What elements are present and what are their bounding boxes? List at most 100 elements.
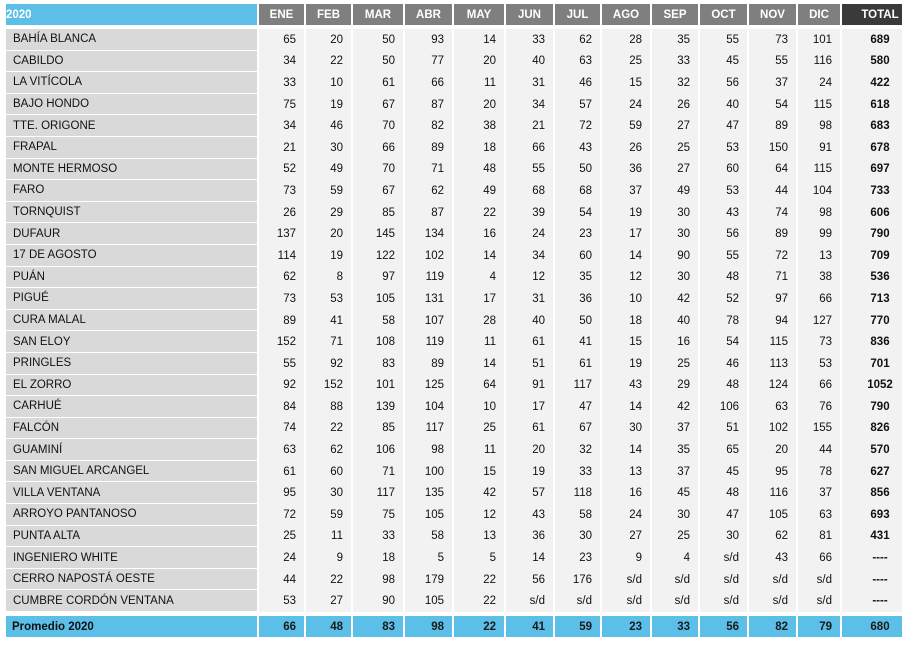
monthly-value: 20: [749, 439, 796, 461]
table-row: SAN MIGUEL ARCANGEL 61 60 71 100 15 19 33 13 37 45…: [6, 460, 902, 483]
monthly-value: 55: [700, 29, 747, 51]
monthly-value: 34: [506, 244, 553, 267]
station-name: EL ZORRO: [6, 374, 257, 397]
monthly-value: 104: [405, 396, 452, 418]
monthly-value: 87: [405, 93, 452, 116]
monthly-value: 17: [454, 288, 504, 310]
monthly-value: 105: [405, 504, 452, 526]
monthly-value: 26: [259, 201, 304, 224]
monthly-value: 116: [798, 50, 840, 73]
average-value: 79: [798, 616, 840, 638]
monthly-value: 66: [798, 288, 840, 310]
monthly-value: 34: [259, 115, 304, 137]
monthly-value: 62: [749, 525, 796, 548]
monthly-value: 54: [749, 93, 796, 116]
monthly-value: 48: [700, 482, 747, 505]
monthly-value: 12: [454, 504, 504, 526]
monthly-value: s/d: [602, 590, 650, 613]
station-total: 826: [842, 417, 902, 440]
monthly-value: 97: [353, 266, 403, 289]
monthly-value: 44: [749, 180, 796, 202]
monthly-value: 119: [405, 331, 452, 353]
monthly-value: 24: [506, 223, 553, 245]
monthly-value: 47: [700, 115, 747, 137]
monthly-value: 25: [454, 417, 504, 440]
monthly-value: 26: [602, 136, 650, 159]
monthly-value: 137: [259, 223, 304, 245]
monthly-value: 68: [506, 180, 553, 202]
monthly-value: 33: [555, 460, 600, 483]
monthly-value: 10: [454, 396, 504, 418]
monthly-value: 32: [555, 439, 600, 461]
monthly-value: 37: [602, 180, 650, 202]
monthly-value: 62: [555, 29, 600, 51]
monthly-value: 56: [506, 568, 553, 591]
monthly-value: 71: [405, 158, 452, 181]
monthly-value: 60: [306, 460, 351, 483]
header-spacer: [6, 25, 902, 29]
monthly-value: 38: [454, 115, 504, 137]
monthly-value: 179: [405, 568, 452, 591]
average-value: 41: [506, 616, 553, 638]
station-name: PUNTA ALTA: [6, 525, 257, 548]
table-row: TORNQUIST 26 29 85 87 22 39 54 19 30 43 74 98 606: [6, 201, 902, 224]
month-header: FEB: [306, 4, 351, 25]
monthly-value: 61: [259, 460, 304, 483]
monthly-value: 155: [798, 417, 840, 440]
monthly-value: 11: [454, 331, 504, 353]
monthly-value: 63: [555, 50, 600, 73]
monthly-value: 78: [798, 460, 840, 483]
monthly-value: 59: [602, 115, 650, 137]
month-header: SEP: [652, 4, 698, 25]
monthly-value: 64: [454, 374, 504, 397]
monthly-value: s/d: [652, 568, 698, 591]
monthly-value: 124: [749, 374, 796, 397]
monthly-value: 11: [454, 439, 504, 461]
monthly-value: 73: [749, 29, 796, 51]
monthly-value: 107: [405, 309, 452, 332]
station-total: 678: [842, 136, 902, 159]
monthly-value: 85: [353, 201, 403, 224]
monthly-value: 90: [353, 590, 403, 613]
monthly-value: 34: [259, 50, 304, 73]
monthly-value: 70: [353, 158, 403, 181]
table-row: FRAPAL 21 30 66 89 18 66 43 26 25 53 150 91 678: [6, 136, 902, 159]
monthly-value: 15: [602, 331, 650, 353]
monthly-value: 19: [306, 93, 351, 116]
average-value: 48: [306, 616, 351, 638]
monthly-value: 13: [798, 244, 840, 267]
monthly-value: 44: [798, 439, 840, 461]
monthly-value: 23: [555, 547, 600, 569]
monthly-value: 24: [798, 72, 840, 94]
monthly-value: 31: [506, 288, 553, 310]
station-total: 683: [842, 115, 902, 137]
monthly-value: 91: [798, 136, 840, 159]
monthly-value: 52: [259, 158, 304, 181]
monthly-value: 52: [700, 288, 747, 310]
monthly-value: 35: [652, 29, 698, 51]
year-header: 2020: [6, 4, 257, 25]
monthly-value: 50: [555, 309, 600, 332]
monthly-value: 74: [749, 201, 796, 224]
monthly-value: 127: [798, 309, 840, 332]
monthly-value: 49: [454, 180, 504, 202]
monthly-value: 9: [306, 547, 351, 569]
monthly-value: 53: [798, 352, 840, 375]
monthly-value: 78: [700, 309, 747, 332]
station-total: 790: [842, 223, 902, 245]
monthly-value: 41: [306, 309, 351, 332]
table-row: ARROYO PANTANOSO 72 59 75 105 12 43 58 24 30 47 105…: [6, 504, 902, 526]
monthly-value: 34: [506, 93, 553, 116]
station-name: CARHUÉ: [6, 396, 257, 418]
monthly-value: 89: [749, 223, 796, 245]
monthly-value: 9: [602, 547, 650, 569]
monthly-value: 43: [506, 504, 553, 526]
monthly-value: 119: [405, 266, 452, 289]
monthly-value: 66: [506, 136, 553, 159]
average-value: 33: [652, 616, 698, 638]
monthly-value: 77: [405, 50, 452, 73]
station-name: 17 DE AGOSTO: [6, 244, 257, 267]
month-header: MAR: [353, 4, 403, 25]
monthly-value: 57: [506, 482, 553, 505]
total-header: TOTAL: [842, 4, 902, 25]
